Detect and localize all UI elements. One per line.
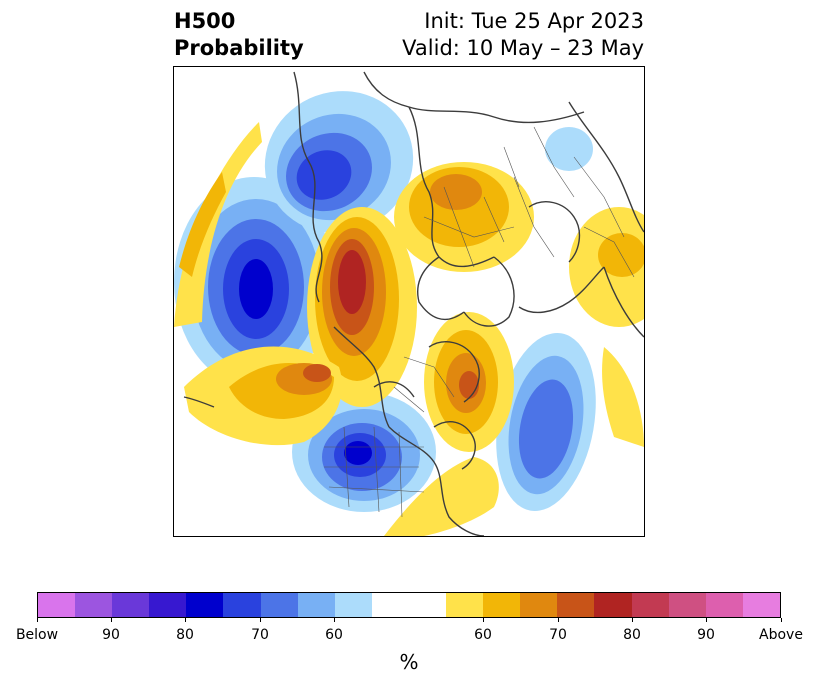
colorbar-tickmark (333, 618, 335, 622)
colorbar-swatch (520, 593, 558, 617)
colorbar-tick-label: 60 (325, 627, 343, 643)
above-region-pacific-band (303, 364, 331, 382)
colorbar-swatch (112, 593, 150, 617)
colorbar-tickmark (110, 618, 112, 622)
above-region-south-atlantic (602, 347, 644, 447)
probability-map (173, 66, 645, 537)
above-region-arctic (338, 250, 366, 314)
colorbar-tick-label: 70 (251, 627, 269, 643)
colorbar-swatch (223, 593, 261, 617)
colorbar-swatch (186, 593, 224, 617)
below-region-east-asia (545, 127, 593, 171)
below-region-atlantic (518, 379, 574, 479)
colorbar-swatch (557, 593, 595, 617)
colorbar-swatch (705, 593, 743, 617)
init-date: Init: Tue 25 Apr 2023 (424, 9, 644, 33)
colorbar-tick-label: 60 (474, 627, 492, 643)
title-line-2: Probability (174, 36, 304, 60)
colorbar-tickmark (705, 618, 707, 622)
valid-range: Valid: 10 May – 23 May (402, 36, 644, 60)
colorbar-swatch (594, 593, 632, 617)
valid-time-label: Init: Tue 25 Apr 2023 Valid: 10 May – 23… (402, 8, 644, 62)
map-canvas (174, 71, 644, 536)
below-region-pacific (239, 259, 273, 319)
colorbar-swatch (334, 593, 372, 617)
colorbar-tickmark (36, 618, 38, 622)
above-region-europe (598, 233, 644, 277)
colorbar-tickmark (482, 618, 484, 622)
colorbar-tick-label: Above (759, 627, 803, 643)
colorbar-tickmark (259, 618, 261, 622)
colorbar-swatch (38, 593, 76, 617)
colorbar-tick-label: 80 (623, 627, 641, 643)
colorbar-tick-label: Below (15, 627, 59, 643)
colorbar-swatch (408, 593, 447, 617)
coastlines (183, 71, 644, 536)
colorbar-swatch (297, 593, 335, 617)
title-line-1: H500 (174, 9, 236, 33)
above-region-asia (430, 174, 482, 210)
colorbar-swatch (75, 593, 113, 617)
above-region-canada (459, 371, 479, 399)
colorbar-swatch (371, 593, 409, 617)
colorbar-swatch (260, 593, 298, 617)
colorbar-tickmark (631, 618, 633, 622)
colorbar-tick-label: 70 (549, 627, 567, 643)
below-region-siberia (296, 150, 352, 200)
colorbar-swatch (483, 593, 521, 617)
colorbar-swatch (631, 593, 669, 617)
political-borders (324, 126, 635, 518)
colorbar-tick-label: 90 (697, 627, 715, 643)
above-region-west-edge (179, 172, 226, 277)
above-region-southeast (384, 457, 499, 536)
above-region-west-edge (174, 122, 262, 327)
below-region-north-america (344, 441, 372, 465)
colorbar-tickmark (184, 618, 186, 622)
colorbar-tick-label: 90 (102, 627, 120, 643)
colorbar-tickmark (557, 618, 559, 622)
colorbar-swatch (446, 593, 484, 617)
colorbar-swatch (668, 593, 706, 617)
colorbar-unit-label: % (399, 650, 419, 674)
colorbar-tick-label: 80 (176, 627, 194, 643)
map-title: H500 Probability (174, 8, 304, 62)
colorbar-swatch (149, 593, 187, 617)
colorbar-tickmark (780, 618, 782, 622)
colorbar-swatch (742, 593, 780, 617)
probability-colorbar (37, 592, 781, 618)
